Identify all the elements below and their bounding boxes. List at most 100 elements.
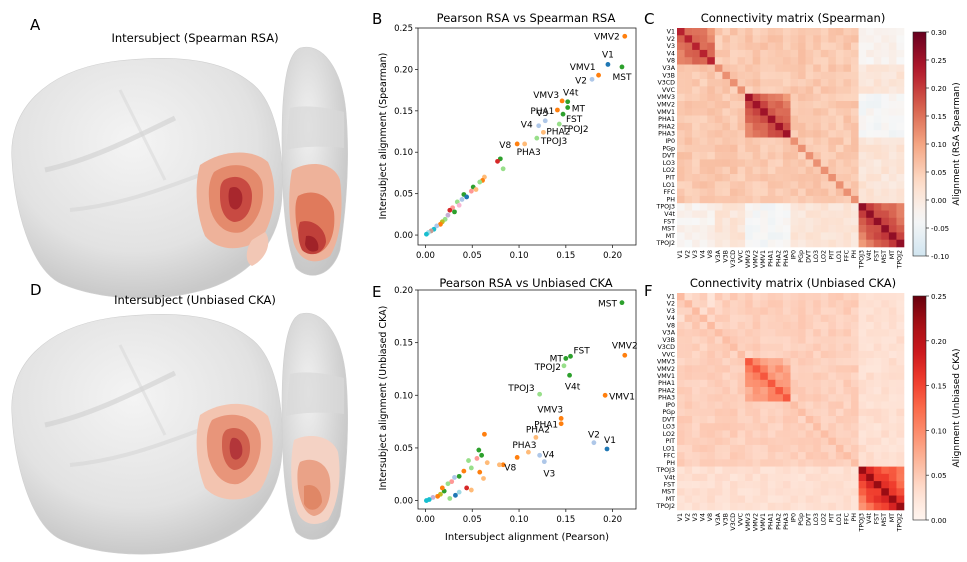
matrix-cell [729, 115, 738, 124]
matrix-cell [820, 336, 829, 344]
matrix-cell [752, 71, 761, 80]
col-label-v3: V3 [692, 513, 699, 521]
matrix-cell [828, 174, 837, 182]
matrix-cell [767, 329, 776, 337]
matrix-cell [707, 35, 716, 43]
colorbar-f-label: Alignment (Unbiased CKA) [952, 349, 962, 468]
matrix-cell [692, 293, 700, 301]
matrix-cell [881, 307, 890, 315]
matrix-cell [714, 300, 723, 308]
matrix-cell [790, 329, 799, 337]
matrix-cell [866, 481, 875, 489]
matrix-cell [684, 387, 693, 395]
matrix-cell [752, 225, 761, 233]
matrix-cell [737, 225, 746, 233]
matrix-cell [888, 307, 897, 315]
matrix-cell [805, 300, 814, 308]
col-label-vvc: VVC [737, 512, 744, 526]
matrix-cell [805, 210, 814, 219]
matrix-cell [798, 307, 806, 315]
matrix-cell [813, 166, 822, 175]
row-label-vmv1: VMV1 [657, 109, 675, 116]
matrix-cell [722, 93, 731, 102]
matrix-cell [790, 159, 799, 167]
matrix-cell [722, 408, 731, 417]
matrix-cell [707, 86, 716, 94]
matrix-cell [714, 203, 723, 211]
matrix-cell [798, 239, 806, 248]
matrix-cell [752, 488, 761, 496]
matrix-cell [813, 42, 822, 51]
point-label-pha2: PHA2 [546, 127, 570, 137]
matrix-cell [881, 314, 890, 323]
matrix-cell [858, 203, 867, 211]
row-label-vmv2: VMV2 [657, 101, 675, 108]
matrix-cell [798, 57, 806, 65]
matrix-cell [866, 42, 875, 51]
matrix-cell [692, 365, 700, 373]
matrix-cell [737, 293, 746, 301]
matrix-cell [699, 459, 708, 467]
matrix-cell [896, 79, 905, 87]
matrix-cell [737, 137, 746, 146]
matrix-cell [775, 225, 784, 233]
matrix-cell [790, 408, 799, 417]
matrix-cell [677, 28, 685, 36]
matrix-cell [881, 502, 890, 511]
matrix-cell [692, 329, 700, 337]
matrix-cell [851, 502, 859, 511]
matrix-cell [745, 481, 753, 489]
matrix-cell [737, 101, 746, 109]
matrix-cell [714, 293, 723, 301]
sulcus [44, 370, 177, 428]
row-label-ph: PH [666, 460, 675, 467]
matrix-cell [798, 488, 806, 496]
matrix-cell [820, 144, 829, 153]
matrix-cell [692, 321, 700, 330]
matrix-cell [699, 444, 708, 453]
matrix-cell [888, 239, 897, 248]
matrix-cell [752, 42, 761, 51]
matrix-cell [881, 57, 890, 65]
matrix-cell [707, 350, 716, 359]
matrix-cell [692, 210, 700, 219]
matrix-cell [684, 159, 693, 167]
matrix-cell [820, 343, 829, 352]
matrix-cell [745, 122, 753, 131]
matrix-cell [775, 93, 784, 102]
matrix-cell [790, 473, 799, 482]
data-point [452, 475, 457, 480]
matrix-cell [881, 459, 890, 467]
matrix-cell [752, 188, 761, 197]
matrix-cell [843, 452, 852, 460]
matrix-cell [805, 57, 814, 65]
matrix-cell [729, 130, 738, 138]
matrix-cell [866, 307, 875, 315]
matrix-cell [760, 217, 769, 226]
matrix-cell [813, 350, 822, 359]
colorbar-tick-label: 0.20 [931, 85, 947, 93]
matrix-cell [828, 64, 837, 73]
matrix-cell [722, 210, 731, 219]
matrix-cell [722, 473, 731, 482]
matrix-cell [767, 307, 776, 315]
matrix-cell [782, 365, 791, 373]
matrix-cell [767, 35, 776, 43]
matrix-cell [729, 495, 738, 504]
matrix-cell [699, 329, 708, 337]
matrix-cell [722, 71, 731, 80]
matrix-cell [881, 423, 890, 431]
matrix-cell [858, 28, 867, 36]
matrix-cell [775, 181, 784, 189]
matrix-cell [729, 122, 738, 131]
matrix-cell [714, 379, 723, 388]
matrix-cell [820, 358, 829, 366]
matrix-cell [828, 387, 837, 395]
matrix-cell [888, 379, 897, 388]
matrix-cell [775, 188, 784, 197]
matrix-cell [677, 49, 685, 58]
matrix-cell [760, 152, 769, 160]
matrix-cell [782, 358, 791, 366]
matrix-cell [707, 488, 716, 496]
matrix-cell [737, 444, 746, 453]
